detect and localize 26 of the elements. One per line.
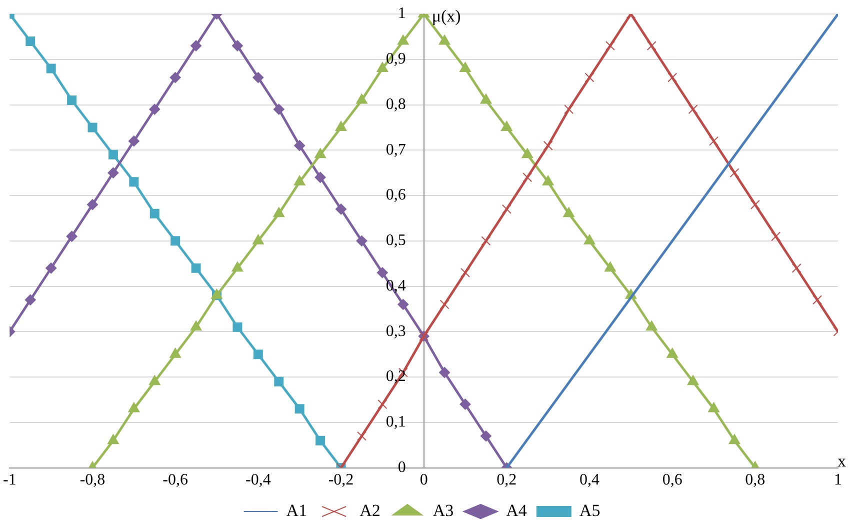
y-tick-label: 0,8	[386, 96, 406, 113]
x-tick-label: -1	[3, 472, 16, 489]
y-tick-label: 0,6	[386, 186, 406, 204]
y-tick-label: 0,5	[386, 232, 406, 250]
legend-label: A3	[432, 500, 454, 520]
x-tick-label: 1	[834, 472, 842, 489]
y-tick-label: 0	[398, 459, 406, 476]
y-tick-label: 0,1	[386, 414, 406, 431]
y-tick-label: 1	[398, 5, 406, 22]
legend-label: A5	[579, 500, 600, 520]
x-tick-label: 0,2	[496, 472, 517, 489]
x-tick-label: 0,8	[745, 472, 766, 489]
x-tick-label: 0,6	[662, 472, 682, 489]
legend-label: A1	[286, 500, 308, 520]
legend-label: A2	[360, 500, 380, 520]
x-tick-label: 0,4	[580, 472, 600, 489]
x-tick-label: -0,8	[80, 472, 106, 489]
x-tick-label: -0,4	[246, 472, 271, 489]
y-axis-title: μ(x)	[432, 6, 461, 26]
y-tick-label: 0,7	[386, 141, 406, 158]
x-tick-label: 0	[420, 472, 428, 489]
y-tick-label: 0,3	[386, 322, 406, 340]
x-tick-label: -0,2	[328, 472, 354, 489]
legend-label: A4	[506, 500, 528, 520]
x-tick-label: -0,6	[162, 472, 188, 489]
x-axis-title: x	[838, 451, 846, 470]
